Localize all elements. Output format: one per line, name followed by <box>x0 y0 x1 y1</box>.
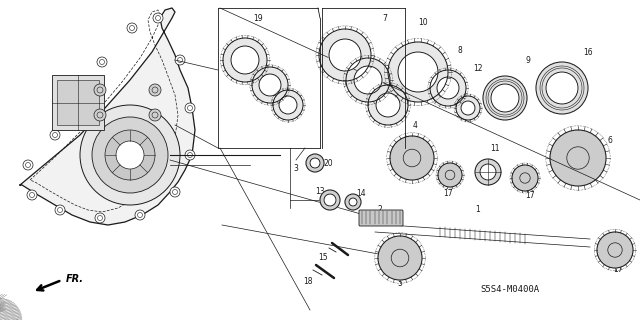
Polygon shape <box>438 163 462 187</box>
Circle shape <box>149 109 161 121</box>
Circle shape <box>95 213 105 223</box>
Text: S5S4-M0400A: S5S4-M0400A <box>481 285 540 294</box>
Polygon shape <box>273 90 303 120</box>
Text: 2: 2 <box>378 205 382 214</box>
Polygon shape <box>320 190 340 210</box>
Polygon shape <box>279 96 297 114</box>
Text: 5: 5 <box>397 278 403 287</box>
Polygon shape <box>310 158 320 168</box>
Circle shape <box>80 105 180 205</box>
Circle shape <box>116 141 144 169</box>
Text: 10: 10 <box>418 18 428 27</box>
Polygon shape <box>430 70 466 106</box>
Circle shape <box>135 210 145 220</box>
FancyBboxPatch shape <box>359 210 403 226</box>
FancyBboxPatch shape <box>57 80 99 125</box>
Circle shape <box>75 100 85 110</box>
Polygon shape <box>20 8 195 225</box>
Text: 7: 7 <box>383 13 387 22</box>
Polygon shape <box>491 84 519 112</box>
Polygon shape <box>259 74 281 96</box>
Circle shape <box>94 109 106 121</box>
Polygon shape <box>324 194 336 206</box>
Polygon shape <box>252 67 288 103</box>
Polygon shape <box>306 154 324 172</box>
Text: FR.: FR. <box>66 274 84 284</box>
Polygon shape <box>475 159 501 185</box>
Polygon shape <box>550 130 606 186</box>
Text: 12: 12 <box>473 63 483 73</box>
Text: 20: 20 <box>323 158 333 167</box>
Text: 16: 16 <box>583 47 593 57</box>
Polygon shape <box>346 58 390 102</box>
Circle shape <box>27 190 37 200</box>
Polygon shape <box>456 96 480 120</box>
Circle shape <box>23 160 33 170</box>
Circle shape <box>185 103 195 113</box>
Text: 1: 1 <box>476 205 481 214</box>
Text: 14: 14 <box>356 189 366 198</box>
Polygon shape <box>223 38 267 82</box>
Polygon shape <box>398 52 438 92</box>
Circle shape <box>175 55 185 65</box>
Polygon shape <box>597 232 633 268</box>
Text: 3: 3 <box>294 164 298 172</box>
Polygon shape <box>388 42 448 102</box>
Circle shape <box>97 57 107 67</box>
Text: 4: 4 <box>413 121 417 130</box>
Polygon shape <box>461 101 475 115</box>
Polygon shape <box>536 62 588 114</box>
Circle shape <box>170 187 180 197</box>
Text: 18: 18 <box>303 277 313 286</box>
Polygon shape <box>368 85 408 125</box>
Polygon shape <box>437 77 459 99</box>
Circle shape <box>105 130 155 180</box>
Text: 15: 15 <box>318 253 328 262</box>
Text: 6: 6 <box>607 135 612 145</box>
Polygon shape <box>378 236 422 280</box>
Polygon shape <box>345 194 361 210</box>
FancyBboxPatch shape <box>52 75 104 130</box>
Text: 13: 13 <box>315 188 325 196</box>
Circle shape <box>149 84 161 96</box>
Polygon shape <box>329 39 361 71</box>
Circle shape <box>50 130 60 140</box>
Polygon shape <box>231 46 259 74</box>
Polygon shape <box>546 72 578 104</box>
Polygon shape <box>480 164 496 180</box>
Circle shape <box>94 84 106 96</box>
Polygon shape <box>390 136 434 180</box>
Text: 9: 9 <box>525 55 531 65</box>
Text: 17: 17 <box>613 266 623 275</box>
Text: 11: 11 <box>490 143 500 153</box>
Text: 8: 8 <box>458 45 462 54</box>
Circle shape <box>153 13 163 23</box>
Text: 17: 17 <box>525 190 535 199</box>
Polygon shape <box>319 29 371 81</box>
Polygon shape <box>349 198 357 206</box>
Text: 17: 17 <box>443 188 453 197</box>
Circle shape <box>55 205 65 215</box>
Circle shape <box>185 150 195 160</box>
Circle shape <box>127 23 137 33</box>
Polygon shape <box>512 165 538 191</box>
Circle shape <box>92 117 168 193</box>
Polygon shape <box>376 93 400 117</box>
Text: 19: 19 <box>253 13 263 22</box>
Polygon shape <box>354 66 382 94</box>
Polygon shape <box>483 76 527 120</box>
